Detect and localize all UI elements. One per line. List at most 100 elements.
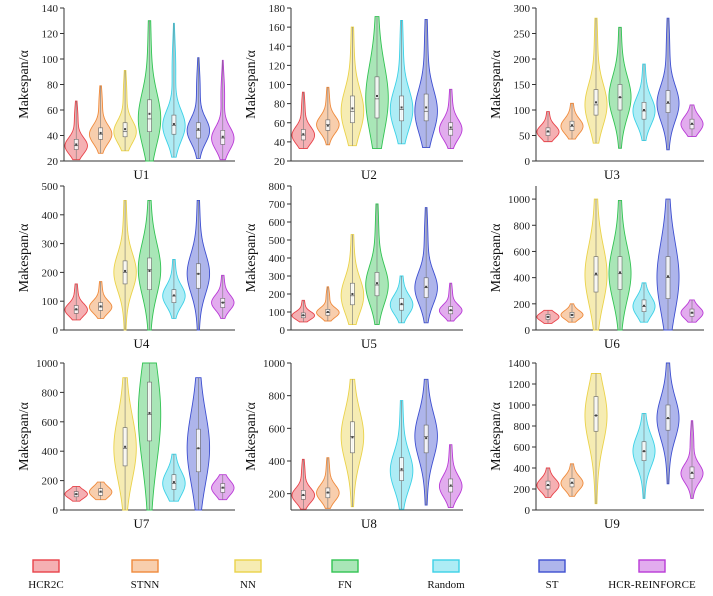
y-tick-label: 100 bbox=[514, 105, 531, 117]
violin-box bbox=[448, 122, 454, 136]
violin-hcr-reinforce bbox=[211, 274, 235, 319]
legend-item-stnn: STNN bbox=[131, 559, 160, 591]
violin-random bbox=[162, 258, 186, 319]
violin-hcr2c bbox=[536, 309, 560, 324]
violin-fn bbox=[608, 199, 632, 331]
y-tick-label: 500 bbox=[42, 181, 59, 193]
violin-hcr2c bbox=[64, 486, 88, 502]
violin-fn bbox=[608, 26, 632, 149]
violin-hcr2c bbox=[291, 458, 316, 510]
violin-stnn bbox=[560, 463, 584, 497]
y-tick-label: 20 bbox=[274, 156, 286, 168]
y-tick-label: 400 bbox=[514, 273, 531, 285]
legend-item-hcr2c: HCR2C bbox=[28, 559, 64, 591]
y-tick-label: 0 bbox=[525, 325, 531, 337]
violin-mean bbox=[595, 272, 597, 275]
violin-mean bbox=[221, 135, 224, 138]
violin-hcr-reinforce bbox=[438, 88, 463, 150]
panel-title: U1 bbox=[134, 167, 150, 182]
legend-swatch bbox=[234, 559, 262, 573]
violin-nn bbox=[340, 234, 365, 326]
violin-st bbox=[414, 207, 438, 324]
panel-u9: 0 200 400 600 800 1000 1200 1400 Makespan/α U9 bbox=[489, 358, 704, 531]
y-tick-label: 180 bbox=[269, 3, 286, 15]
y-tick-label: 20 bbox=[47, 156, 59, 168]
y-tick-label: 1000 bbox=[36, 358, 59, 370]
legend-item-random: Random bbox=[427, 559, 465, 591]
y-tick-label: 140 bbox=[269, 41, 286, 53]
violin-hcr2c bbox=[291, 91, 316, 150]
panel-u1: 20 40 60 80 100 120 140 Makespan/α U1 bbox=[17, 3, 235, 182]
violin-mean bbox=[667, 275, 669, 278]
y-axis-label: Makespan/α bbox=[17, 401, 32, 470]
violin-mean bbox=[99, 305, 102, 308]
y-axis-label: Makespan/α bbox=[244, 401, 259, 470]
legend-label: HCR2C bbox=[28, 579, 63, 591]
legend-label: HCR-REINFORCE bbox=[608, 579, 696, 591]
violin-random bbox=[162, 22, 186, 158]
violin-mean bbox=[595, 414, 597, 417]
violin-mean bbox=[124, 445, 127, 448]
y-tick-label: 100 bbox=[269, 307, 286, 319]
violin-mean bbox=[124, 128, 127, 131]
violin-stnn bbox=[560, 303, 584, 323]
y-tick-label: 40 bbox=[274, 137, 286, 149]
y-tick-label: 1200 bbox=[508, 379, 531, 391]
y-tick-label: 0 bbox=[280, 325, 286, 337]
violin-st bbox=[414, 378, 438, 506]
violin-hcr-reinforce bbox=[211, 59, 235, 161]
panel-u3: 0 50 100 150 200 250 300 Makespan/α U3 bbox=[489, 3, 704, 182]
legend-label: FN bbox=[338, 579, 352, 591]
y-tick-label: 200 bbox=[514, 299, 531, 311]
y-axis-label: Makespan/α bbox=[244, 223, 259, 292]
violin-nn bbox=[584, 17, 608, 144]
y-tick-label: 800 bbox=[514, 421, 531, 433]
violin-box bbox=[196, 263, 201, 289]
violin-box bbox=[147, 99, 152, 132]
violin-mean bbox=[400, 468, 403, 471]
y-tick-label: 300 bbox=[269, 271, 286, 283]
violin-mean bbox=[148, 112, 151, 115]
violin-stnn bbox=[88, 85, 113, 154]
y-axis-label: Makespan/α bbox=[489, 401, 504, 470]
y-axis-label: Makespan/α bbox=[489, 49, 504, 118]
violin-mean bbox=[571, 481, 573, 484]
legend-label: STNN bbox=[131, 579, 160, 591]
violin-random bbox=[162, 453, 186, 502]
violin-hcr-reinforce bbox=[438, 282, 463, 322]
y-tick-label: 160 bbox=[269, 22, 286, 34]
y-tick-label: 80 bbox=[47, 80, 59, 92]
legend-label: Random bbox=[427, 579, 465, 591]
violin-nn bbox=[113, 377, 137, 511]
legend-swatch bbox=[538, 559, 566, 573]
y-tick-label: 400 bbox=[514, 463, 531, 475]
violin-mean bbox=[172, 294, 175, 297]
panel-title: U6 bbox=[604, 336, 620, 351]
violin-mean bbox=[376, 94, 378, 97]
y-tick-label: 800 bbox=[42, 387, 59, 399]
violin-hcr2c bbox=[64, 283, 88, 321]
panel-u7: 0 200 400 600 800 1000 Makespan/α U7 bbox=[17, 358, 235, 531]
y-tick-label: 200 bbox=[269, 489, 286, 501]
violin-hcr-reinforce bbox=[438, 444, 463, 508]
violin-mean bbox=[691, 311, 693, 314]
violin-box bbox=[593, 396, 599, 432]
violin-mean bbox=[449, 126, 452, 129]
panel-title: U4 bbox=[134, 336, 150, 351]
y-tick-label: 300 bbox=[514, 3, 531, 15]
legend: HCR2C STNN NN FN Random ST HCR-REINFORCE bbox=[28, 559, 696, 591]
violin-mean bbox=[302, 133, 305, 136]
violin-mean bbox=[643, 450, 645, 453]
y-tick-label: 800 bbox=[269, 181, 286, 193]
violin-stnn bbox=[316, 286, 340, 322]
violin-random bbox=[632, 282, 656, 323]
violin-fn bbox=[137, 362, 162, 511]
y-tick-label: 1000 bbox=[263, 358, 286, 370]
violin-mean bbox=[99, 490, 102, 493]
violin-hcr2c bbox=[536, 111, 560, 143]
y-tick-label: 50 bbox=[519, 131, 531, 143]
y-tick-label: 300 bbox=[42, 239, 59, 251]
panel-u8: 200 400 600 800 1000 Makespan/α U8 bbox=[244, 358, 463, 531]
violin-mean bbox=[547, 315, 549, 318]
